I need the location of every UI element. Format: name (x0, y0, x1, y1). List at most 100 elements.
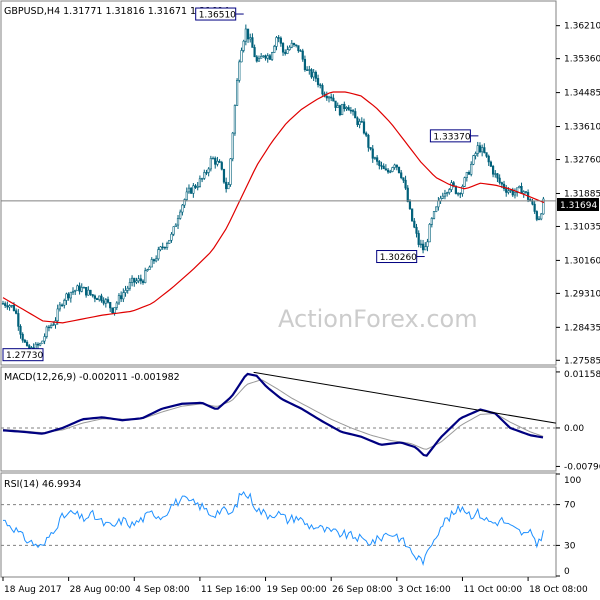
candle-body (356, 117, 359, 125)
candle-body (518, 186, 521, 189)
candle-body (4, 303, 7, 306)
candle-body (389, 171, 392, 173)
candle-body (306, 69, 309, 71)
candle-body (316, 78, 320, 86)
candle-body (500, 182, 503, 185)
macd-panel: MACD(12,26,9) -0.002011 -0.001982 0.0115… (0, 366, 600, 472)
price-tick-label: 1.32760 (564, 156, 600, 166)
candle-body (246, 28, 250, 40)
candle-body (10, 304, 13, 307)
annotation-box (429, 129, 471, 143)
candle-body (428, 224, 431, 243)
candle-body (365, 132, 368, 136)
macd-signal-line (2, 379, 544, 450)
annotation-label: 1.33370 (433, 132, 470, 142)
candle-body (400, 172, 403, 179)
candle-body (516, 187, 519, 194)
candle-body (85, 287, 88, 296)
candle-body (170, 233, 173, 241)
candle-body (95, 298, 99, 301)
candle-body (146, 269, 149, 272)
candle-body (117, 295, 121, 304)
candle-body (179, 211, 182, 219)
candle-body (472, 155, 475, 165)
candle-body (286, 49, 289, 54)
candle-body (159, 246, 162, 250)
candle-body (478, 145, 482, 153)
candle-body (424, 246, 427, 251)
candle-body (378, 161, 381, 166)
watermark: ActionForex.com (278, 305, 478, 333)
candle-body (520, 186, 523, 194)
candle-body (542, 198, 545, 215)
price-ticks: 1.36210 1.35360 1.34485 1.33610 1.32760 1.318… (556, 22, 600, 366)
candle-body (341, 103, 344, 116)
candle-body (290, 42, 293, 48)
x-tick-label: 11 Oct 00:00 (463, 585, 522, 595)
candle-body (67, 293, 70, 299)
candle-body (56, 308, 59, 322)
price-tick-label: 1.33610 (564, 123, 600, 133)
macd-ticks: 0.011588 0.00 -0.007961 (556, 370, 600, 472)
candle-body (507, 190, 510, 193)
candle-body (281, 43, 285, 53)
candle-body (277, 37, 280, 39)
candle-body (76, 285, 79, 291)
candle-body (459, 193, 462, 195)
candle-body (426, 241, 429, 247)
candle-body (362, 121, 366, 134)
candle-body (50, 325, 53, 328)
candle-body (509, 189, 512, 192)
candle-body (334, 100, 337, 108)
candle-body (120, 295, 123, 300)
candle-body (130, 277, 134, 283)
macd-tick-label: 0.011588 (564, 370, 600, 380)
candle-body (74, 290, 77, 292)
candle-body (537, 218, 541, 221)
candle-body (126, 287, 129, 291)
candle-body (198, 178, 202, 187)
price-tick-label: 1.31035 (564, 222, 600, 232)
candle-body (36, 343, 40, 346)
candle-body (109, 302, 112, 309)
candle-body (102, 300, 105, 304)
candle-body (351, 110, 355, 112)
candle-body (498, 177, 501, 183)
candle-body (443, 193, 447, 197)
candle-body (415, 226, 418, 234)
candle-body (113, 307, 116, 314)
candle-body (91, 294, 94, 297)
candle-body (137, 278, 140, 282)
candle-body (240, 50, 243, 63)
price-tick-label: 1.34485 (564, 89, 600, 99)
annotation-box (2, 348, 44, 362)
candle-body (165, 243, 169, 248)
candle-body (437, 200, 440, 208)
candle-body (531, 200, 534, 205)
candle-body (233, 105, 237, 134)
candle-body (122, 292, 125, 300)
candle-body (47, 326, 51, 329)
candle-body (106, 299, 110, 303)
candle-body (6, 305, 9, 308)
macd-trendline (253, 371, 557, 424)
candle-body (297, 45, 300, 51)
candle-body (373, 157, 377, 159)
candle-body (513, 192, 517, 196)
x-tick-label: 18 Aug 2017 (4, 585, 62, 595)
price-title: GBPUSD,H4 1.31771 1.31816 1.31671 1.3169… (4, 6, 229, 17)
candle-body (89, 289, 92, 295)
x-axis: 18 Aug 2017 28 Aug 00:00 4 Sep 08:00 11 Sep… (2, 577, 588, 595)
rsi-panel: RSI(14) 46.9934 100 70 30 0 (0, 472, 581, 578)
macd-line (2, 372, 544, 457)
candle-body (533, 203, 536, 212)
candle-body (303, 58, 307, 71)
candle-body (382, 165, 385, 170)
x-tick-label: 28 Aug 00:00 (70, 585, 131, 595)
candle-body (461, 186, 464, 194)
candle-body (174, 224, 177, 228)
candle-body (406, 187, 409, 202)
candle-body (238, 61, 241, 81)
candle-body (456, 193, 460, 195)
